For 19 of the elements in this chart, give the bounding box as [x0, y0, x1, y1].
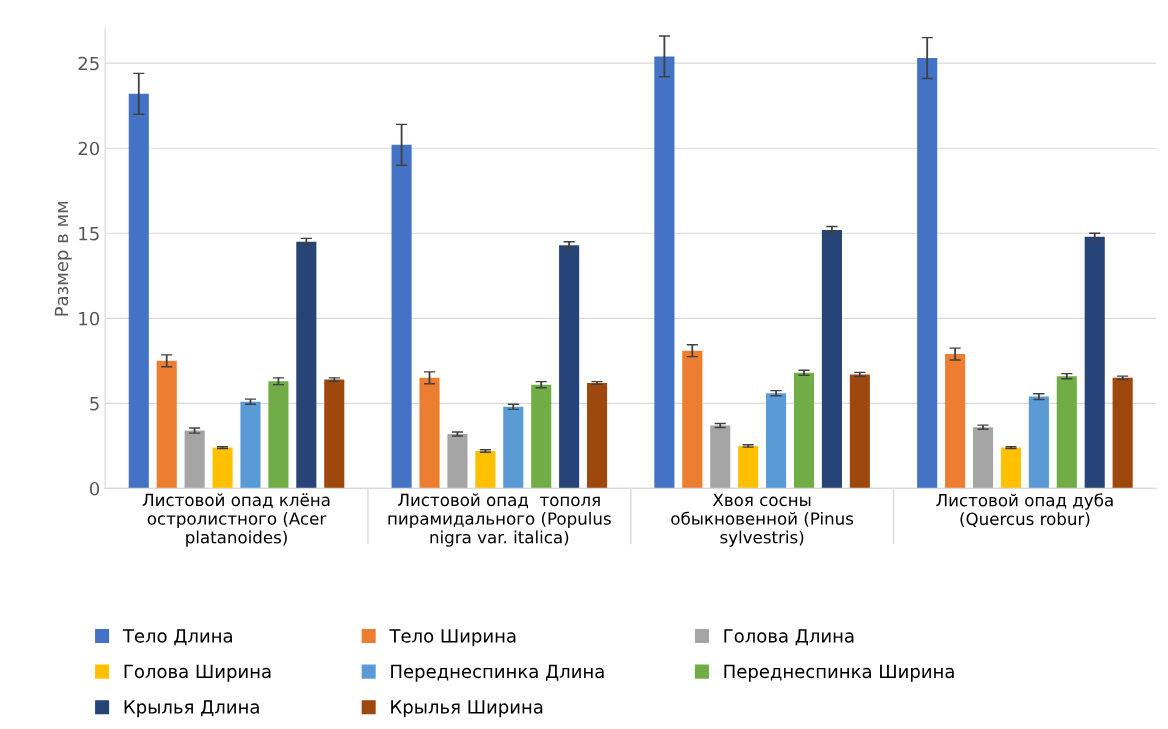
legend-label: Голова Длина: [724, 629, 854, 646]
legend-label: Переднеспинка Длина: [391, 664, 604, 682]
y-tick-label: 5: [90, 397, 99, 411]
x-tick-label: Листовой опад тополя пирамидального (Populus nigra var. italica): [388, 493, 611, 547]
y-tick-label: 0: [89, 481, 100, 496]
y-tick-label: 10: [79, 311, 100, 326]
x-tick-label: Хвоя сосны обыкновенной (Pinus sylvestris): [671, 493, 854, 547]
y-axis-title: Размер в мм: [54, 201, 72, 316]
legend-label: Крылья Ширина: [391, 700, 543, 718]
x-tick-label: Листовой опад клёна остролистного (Acer platanoides): [142, 493, 330, 547]
legend-label: Переднеспинка Ширина: [724, 664, 954, 682]
y-tick-label: 25: [78, 56, 99, 71]
legend-label: Голова Ширина: [124, 664, 271, 682]
x-tick-label: Листовой опад дуба (Quercus robur): [936, 493, 1113, 528]
legend-label: Тело Длина: [122, 629, 232, 646]
legend-label: Тело Ширина: [389, 629, 516, 647]
y-tick-label: 15: [79, 226, 99, 241]
legend-label: Крылья Длина: [124, 700, 259, 718]
y-tick-label: 20: [78, 141, 100, 156]
